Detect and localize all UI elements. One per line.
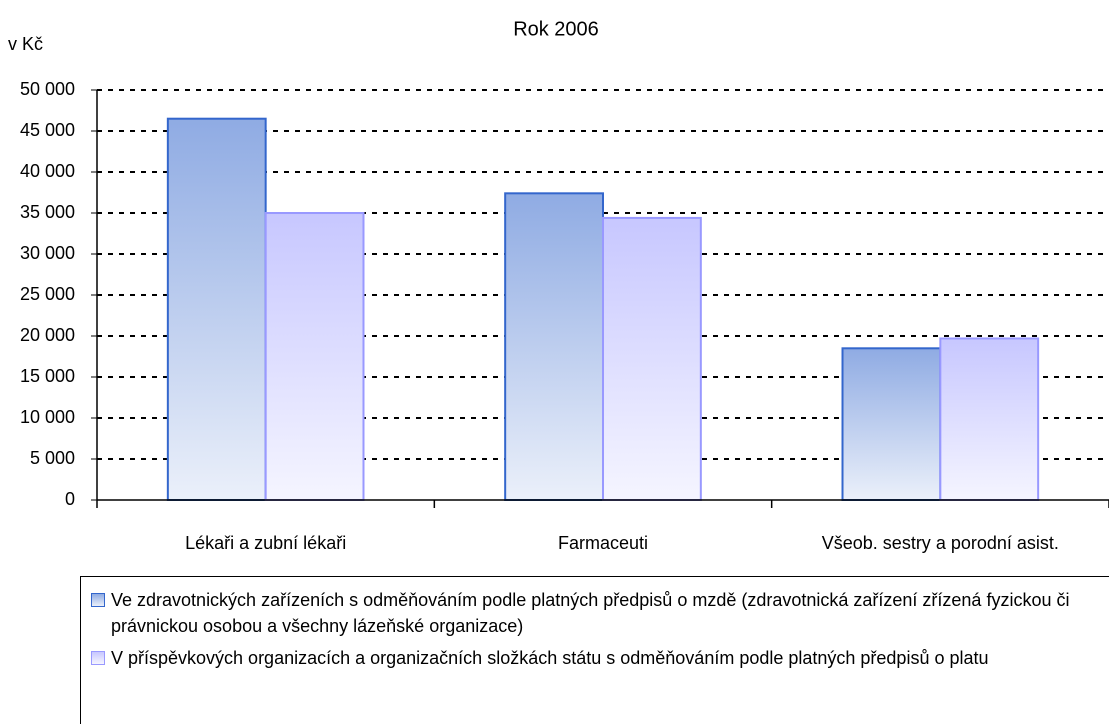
bar (939, 337, 1040, 501)
legend-swatch (91, 593, 105, 607)
chart-title: Rok 2006 (513, 18, 599, 40)
y-tick-label: 30 000 (20, 243, 75, 263)
y-tick-label: 35 000 (20, 202, 75, 222)
y-tick-label: 20 000 (20, 325, 75, 345)
legend-entry: Ve zdravotnických zařízeních s odměňován… (91, 587, 1101, 639)
y-tick-label: 0 (65, 489, 75, 509)
y-tick-label: 25 000 (20, 284, 75, 304)
x-tick-label: Všeob. sestry a porodní asist. (822, 533, 1059, 553)
y-tick-label: 5 000 (30, 448, 75, 468)
x-tick-label: Lékaři a zubní lékaři (185, 533, 346, 553)
bar (166, 117, 267, 501)
legend-entry: V příspěvkových organizacích a organizač… (91, 645, 1101, 671)
y-tick-label: 45 000 (20, 120, 75, 140)
bar (841, 347, 942, 501)
y-tick-label: 40 000 (20, 161, 75, 181)
x-tick-label: Farmaceuti (558, 533, 648, 553)
legend-label: V příspěvkových organizacích a organizač… (111, 648, 989, 668)
y-tick-label: 10 000 (20, 407, 75, 427)
bar (264, 212, 365, 501)
y-axis-label: v Kč (8, 34, 43, 54)
legend: Ve zdravotnických zařízeních s odměňován… (80, 576, 1109, 724)
bar (504, 192, 605, 501)
legend-label: Ve zdravotnických zařízeních s odměňován… (111, 590, 1070, 636)
bar (602, 216, 702, 501)
y-tick-label: 15 000 (20, 366, 75, 386)
legend-swatch (91, 651, 105, 665)
y-tick-label: 50 000 (20, 79, 75, 99)
